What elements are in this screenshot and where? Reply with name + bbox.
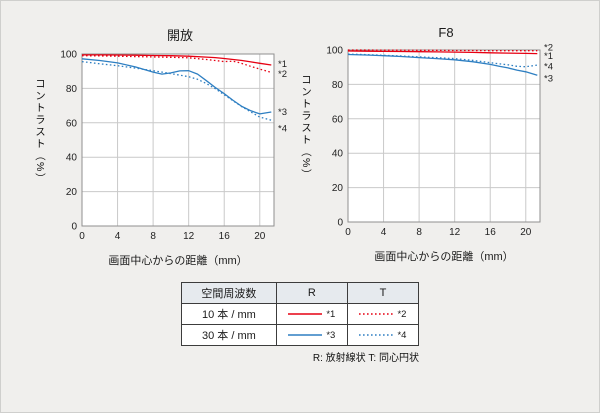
svg-text:80: 80	[332, 80, 344, 91]
svg-text:*2: *2	[278, 69, 287, 80]
chart-wide-open: 開放 コントラスト（%） 0 4 8 12 16 20 0 20 40 60 80 100 *1 *2 *3…	[34, 25, 300, 268]
mtf-plot-f8: 0 4 8 12 16 20 0 20 40 60 80 100 *1*2 *3*4	[326, 42, 553, 238]
svg-text:60: 60	[332, 114, 344, 125]
svg-text:0: 0	[79, 231, 85, 242]
y-axis-label: コントラスト（%）	[34, 78, 46, 185]
svg-text:4: 4	[381, 227, 387, 238]
legend-line-sample-solid	[288, 334, 323, 336]
legend-header-frequency: 空間周波数	[181, 282, 277, 304]
legend-t-cell: *4	[346, 324, 420, 346]
legend-frequency: 30 本 / mm	[181, 324, 277, 346]
legend-line-sample-solid	[288, 313, 323, 315]
svg-text:40: 40	[332, 149, 344, 160]
legend-table-body: 10 本 / mm *1 *2 30 本 / mm *3 *4	[181, 303, 420, 346]
legend-t-cell: *2	[346, 303, 420, 325]
y-axis-label: コントラスト（%）	[300, 74, 312, 181]
svg-text:0: 0	[345, 227, 351, 238]
mtf-plot-wide-open: 0 4 8 12 16 20 0 20 40 60 80 100 *1*2 *3 *4	[60, 50, 287, 243]
svg-text:0: 0	[337, 218, 343, 229]
x-axis-label: 画面中心からの距離（mm）	[108, 255, 248, 267]
svg-text:16: 16	[485, 227, 497, 238]
svg-text:0: 0	[71, 222, 77, 233]
svg-text:20: 20	[254, 231, 266, 242]
svg-text:16: 16	[219, 231, 231, 242]
svg-text:20: 20	[66, 187, 78, 198]
svg-text:4: 4	[115, 231, 121, 242]
svg-text:20: 20	[332, 183, 344, 194]
svg-text:8: 8	[416, 227, 422, 238]
legend-r-cell: *3	[275, 324, 348, 346]
legend-row: 10 本 / mm *1 *2	[181, 303, 420, 325]
svg-text:12: 12	[449, 227, 461, 238]
svg-text:80: 80	[66, 84, 78, 95]
svg-text:100: 100	[60, 50, 77, 61]
svg-text:*3: *3	[278, 107, 287, 118]
chart-title-wide-open: 開放	[166, 28, 193, 43]
legend: 空間周波数 R T 10 本 / mm *1 *2 30 本 / mm *3 *4 R: …	[181, 282, 420, 364]
svg-text:*1: *1	[544, 51, 553, 62]
svg-text:*4: *4	[544, 62, 553, 73]
chart-f8: F8 コントラスト（%） 0 4 8 12 16 20 0 20 40 60 80 100 *1 *2 *3…	[300, 25, 566, 264]
legend-line-sample-dotted	[359, 334, 394, 336]
chart-body: コントラスト（%） 0 4 8 12 16 20 0 20 40 60 80 100 *1 *2 *3 *4	[300, 42, 566, 248]
chart-title-f8: F8	[438, 25, 454, 40]
svg-text:60: 60	[66, 118, 78, 129]
svg-text:12: 12	[183, 231, 195, 242]
legend-r-cell: *1	[275, 303, 348, 325]
legend-line-sample-dotted	[359, 313, 394, 315]
x-axis-label: 画面中心からの距離（mm）	[374, 251, 514, 263]
legend-header-row: 空間周波数 R T	[181, 282, 420, 304]
svg-text:40: 40	[66, 153, 78, 164]
charts-row: 開放 コントラスト（%） 0 4 8 12 16 20 0 20 40 60 80 100 *1 *2 *3…	[1, 1, 599, 268]
legend-header-t: T	[346, 282, 420, 304]
svg-text:20: 20	[520, 227, 532, 238]
svg-text:100: 100	[326, 46, 343, 57]
svg-text:8: 8	[150, 231, 156, 242]
svg-text:*4: *4	[278, 123, 287, 134]
svg-text:*3: *3	[544, 74, 553, 85]
legend-table: 空間周波数 R T 10 本 / mm *1 *2 30 本 / mm *3 *4	[181, 282, 420, 346]
svg-text:*2: *2	[544, 42, 553, 53]
legend-header-r: R	[275, 282, 348, 304]
chart-body: コントラスト（%） 0 4 8 12 16 20 0 20 40 60 80 100 *1 *2 *3 *4	[34, 46, 300, 252]
legend-row: 30 本 / mm *3 *4	[181, 324, 420, 346]
legend-note: R: 放射線状 T: 同心円状	[312, 353, 419, 364]
svg-text:*1: *1	[278, 59, 287, 70]
legend-frequency: 10 本 / mm	[181, 303, 277, 325]
